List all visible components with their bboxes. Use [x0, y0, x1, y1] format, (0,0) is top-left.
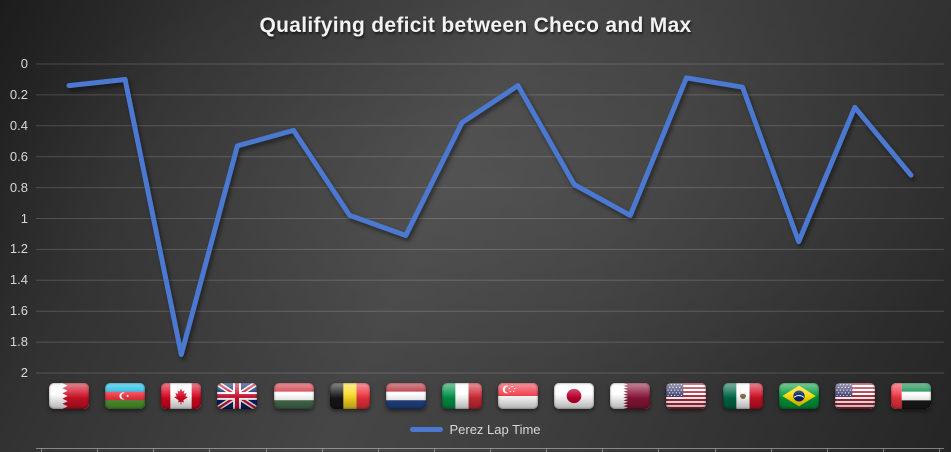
x-axis-tick — [658, 449, 660, 452]
x-axis-tick — [602, 449, 604, 452]
legend: Perez Lap Time — [0, 420, 951, 438]
y-axis-tick-label: 1.6 — [9, 303, 28, 319]
x-axis-tick — [265, 449, 267, 452]
y-axis-tick-label: 2 — [20, 365, 28, 380]
x-axis-tick — [882, 449, 884, 452]
x-axis-tick — [770, 449, 772, 452]
legend-label: Perez Lap Time — [449, 421, 541, 437]
y-axis-tick-label: 1.4 — [9, 272, 28, 288]
y-axis-tick-label: 0.4 — [9, 117, 28, 133]
y-axis: 0 0.2 0.4 0.6 0.8 1 1.2 1.4 1.6 1.8 2 — [0, 0, 30, 452]
legend-line-swatch-icon — [410, 426, 444, 432]
x-axis-tick — [97, 449, 99, 452]
perez-lap-time-line — [66, 75, 914, 357]
x-axis-tick — [377, 449, 379, 452]
x-axis-tick — [40, 449, 42, 452]
y-axis-tick-label: 1.8 — [9, 334, 28, 350]
x-axis-tick — [714, 449, 716, 452]
y-axis-tick-label: 0 — [20, 56, 28, 71]
y-axis-tick-label: 1 — [20, 210, 28, 226]
x-axis-tick — [826, 449, 828, 452]
x-axis-tick — [153, 449, 155, 452]
x-axis-tick — [490, 449, 491, 452]
y-axis-tick-label: 0.8 — [9, 179, 28, 195]
x-axis-line — [36, 448, 944, 452]
chart-title: Qualifying deficit between Checo and Max — [259, 14, 692, 37]
y-axis-tick-label: 1.2 — [9, 241, 28, 257]
x-axis-tick — [939, 449, 940, 452]
y-axis-tick-label: 0.2 — [9, 86, 28, 102]
x-axis-tick — [546, 449, 548, 452]
y-axis-tick-label: 0.6 — [9, 148, 28, 164]
x-axis-tick — [433, 449, 435, 452]
x-axis-tick — [209, 449, 211, 452]
x-axis-tick — [321, 449, 323, 452]
